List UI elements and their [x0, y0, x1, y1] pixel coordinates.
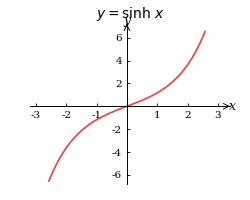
Text: y: y: [124, 14, 130, 27]
Title: $y = \mathrm{sinh}\; x$: $y = \mathrm{sinh}\; x$: [96, 5, 164, 23]
Text: x: x: [228, 100, 235, 113]
